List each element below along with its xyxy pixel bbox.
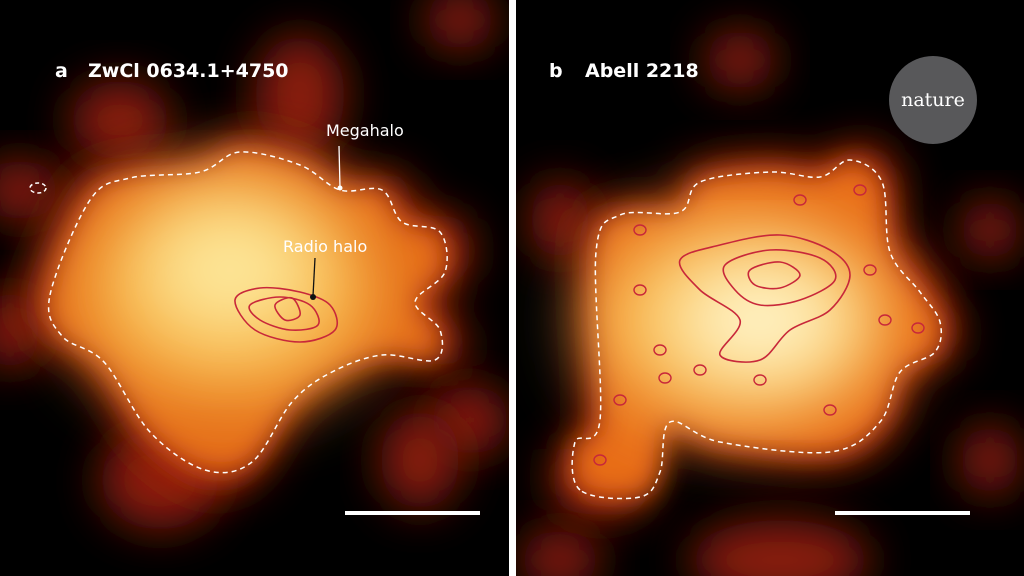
- radio-contour: [274, 296, 301, 322]
- radio-contour: [653, 344, 667, 356]
- glow: [530, 180, 590, 260]
- radio-contour: [753, 374, 767, 386]
- glow: [690, 520, 870, 576]
- radio-contour: [693, 364, 707, 376]
- megahalo-contour: [571, 159, 943, 500]
- radio-contour: [823, 404, 837, 416]
- radio-contour: [863, 264, 877, 276]
- radio-contour: [633, 284, 647, 296]
- panel-title: ZwCl 0634.1+4750: [88, 60, 289, 82]
- logo: nature: [901, 89, 965, 111]
- pointer-dot: [337, 185, 343, 191]
- glow: [960, 200, 1020, 260]
- pointer: [338, 145, 341, 189]
- radio-contour: [234, 286, 338, 343]
- radio-contour: [747, 261, 801, 290]
- radio-contour: [613, 394, 627, 406]
- glow: [0, 160, 60, 220]
- pointer: [312, 257, 316, 297]
- radio-contour: [658, 372, 672, 384]
- radio-contour: [722, 249, 837, 307]
- radio-contour: [248, 296, 320, 331]
- panel-a-image: [0, 0, 509, 530]
- panel-label: b: [549, 60, 563, 82]
- radio-contour: [853, 184, 867, 196]
- annotation: Megahalo: [326, 121, 404, 140]
- glow: [425, 0, 495, 50]
- pointer-dot: [310, 294, 316, 300]
- annotation: Radio halo: [283, 237, 367, 256]
- divider: [509, 0, 516, 576]
- glow: [960, 425, 1020, 495]
- panel-b-image: [520, 30, 1020, 576]
- radio-contour: [878, 314, 892, 326]
- glow: [70, 80, 170, 160]
- megahalo-contour: [29, 182, 47, 194]
- radio-contour: [911, 322, 925, 334]
- megahalo-contour: [47, 151, 448, 474]
- glow: [670, 260, 850, 380]
- radio-contour: [793, 194, 807, 206]
- glow: [380, 410, 460, 510]
- panel-label: a: [55, 60, 68, 82]
- glow: [705, 30, 775, 90]
- glow: [520, 530, 600, 576]
- radio-contour: [633, 224, 647, 236]
- radio-contour: [678, 234, 851, 363]
- logo-badge: [889, 56, 977, 144]
- radio-contour: [593, 454, 607, 466]
- panel-title: Abell 2218: [585, 60, 699, 82]
- glow: [255, 35, 345, 155]
